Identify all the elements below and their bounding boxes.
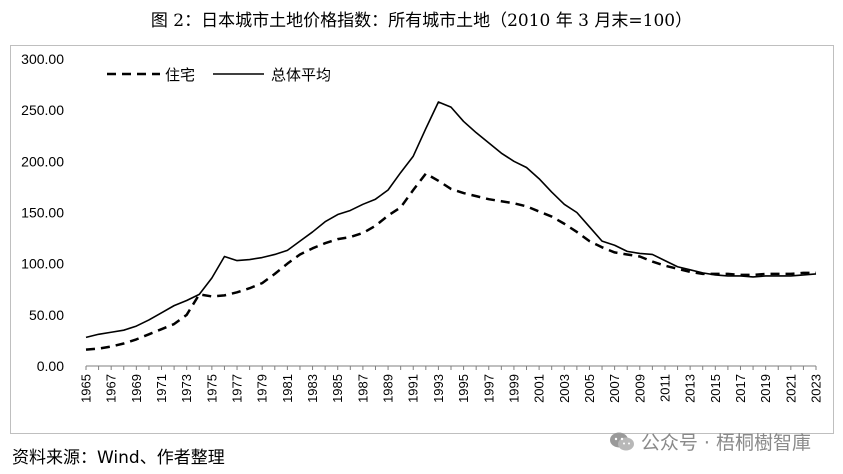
x-tick-label: 1971 [154, 374, 169, 403]
x-tick-label: 2001 [532, 374, 547, 403]
x-tick-label: 1969 [129, 374, 144, 403]
x-tick-label: 1987 [355, 374, 370, 403]
x-tick-label: 2007 [607, 374, 622, 403]
x-axis: 1965 1967 1969 1971 1973 1975 1977 1979 1981 1983… [79, 365, 824, 403]
x-tick-label: 2015 [708, 374, 723, 403]
x-tick-label: 2009 [632, 374, 647, 403]
x-tick-label: 1977 [230, 374, 245, 403]
x-tick-label: 1981 [280, 374, 295, 403]
chart-title: 图 2：日本城市土地价格指数：所有城市土地（2010 年 3 月末=100） [150, 11, 693, 31]
x-tick-label: 1989 [381, 374, 396, 403]
x-tick-label: 1965 [79, 374, 94, 403]
x-tick-label: 1973 [179, 374, 194, 403]
y-tick-label: 150.00 [21, 205, 64, 221]
legend-label-overall: 总体平均 [271, 66, 331, 84]
y-tick-label: 100.00 [21, 256, 64, 272]
series-group [85, 101, 817, 351]
x-tick-label: 1975 [204, 374, 219, 403]
wechat-icon [609, 432, 634, 450]
source-note: 资料来源：Wind、作者整理 [12, 448, 225, 468]
y-tick-label: 250.00 [21, 102, 64, 118]
x-tick-label: 1979 [255, 374, 270, 403]
x-tick-label: 1967 [104, 374, 119, 403]
y-tick-label: 300.00 [21, 51, 64, 67]
x-tick-label: 2019 [758, 374, 773, 403]
y-tick-label: 50.00 [29, 307, 64, 323]
x-tick-label: 2011 [657, 374, 672, 402]
watermark-text: 公众号 · 梧桐樹智庫 [640, 432, 811, 454]
x-tick-label: 1999 [506, 374, 521, 403]
x-tick-label: 1995 [456, 374, 471, 403]
series-line-housing [85, 172, 816, 351]
y-tick-label: 0.00 [37, 358, 64, 374]
watermark: 公众号 · 梧桐樹智庫 [609, 428, 811, 455]
x-tick-label: 1983 [305, 374, 320, 403]
x-tick-label: 1991 [406, 374, 421, 403]
legend-label-housing: 住宅 [165, 66, 195, 84]
x-tick-label: 2013 [683, 374, 698, 403]
x-tick-label: 1997 [481, 374, 496, 403]
y-axis: 0.00 50.00 100.00 150.00 200.00 250.00 300.00 [21, 51, 64, 374]
x-tick-label: 2017 [733, 374, 748, 403]
legend: 住宅 总体平均 [107, 66, 331, 84]
x-tick-label: 2023 [809, 374, 824, 403]
x-tick-label: 1993 [431, 374, 446, 403]
y-tick-label: 200.00 [21, 153, 64, 169]
x-tick-label: 2021 [783, 374, 798, 403]
series-line-overall [85, 101, 817, 339]
x-tick-label: 1985 [330, 374, 345, 403]
plot-frame [10, 45, 834, 434]
x-tick-label: 2003 [557, 374, 572, 403]
x-tick-label: 2005 [582, 374, 597, 403]
